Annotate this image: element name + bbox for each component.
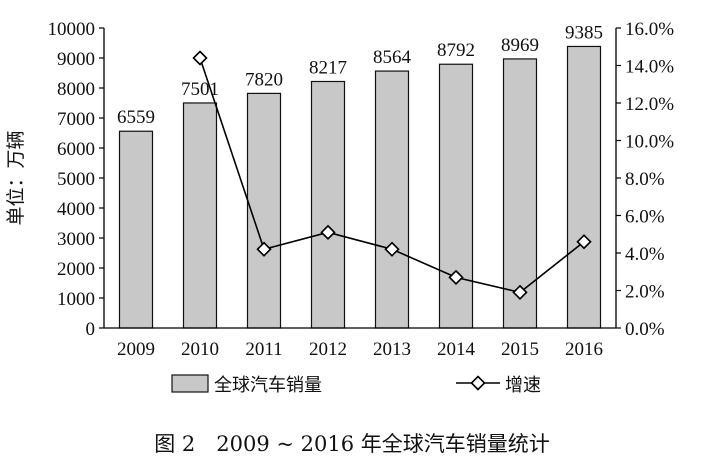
y-tick-1000: 1000	[57, 289, 95, 310]
y-tick-2000: 2000	[57, 259, 95, 280]
data-label-2016: 9385	[565, 22, 603, 43]
data-label-2011: 7820	[245, 69, 283, 90]
y2-tick-1: 2.0%	[625, 282, 665, 303]
bar-2010	[182, 102, 218, 329]
data-label-2013: 8564	[373, 47, 412, 68]
y-axis-label: 单位：万辆	[5, 130, 27, 225]
data-label-2012: 8217	[309, 57, 347, 78]
bar-2012	[310, 80, 346, 329]
bar-2011	[246, 92, 282, 329]
data-label-2009: 6559	[117, 107, 155, 128]
growth-point-2011	[256, 241, 272, 257]
y2-tick-7: 14.0%	[625, 57, 674, 78]
y-tick-5000: 5000	[57, 169, 95, 190]
y-tick-6000: 6000	[57, 139, 95, 160]
legend-line-label: 增速	[505, 375, 541, 396]
y-tick-0: 0	[86, 319, 96, 340]
legend-bar-swatch	[171, 374, 209, 393]
y2-tick-3: 6.0%	[625, 207, 665, 228]
x-tick-2013: 2013	[373, 339, 411, 360]
x-tick-2016: 2016	[565, 339, 603, 360]
y-tick-10000: 10000	[48, 19, 96, 40]
growth-point-2010	[192, 50, 208, 66]
y2-tick-5: 10.0%	[625, 132, 674, 153]
bar-2013	[374, 70, 410, 329]
y-tick-8000: 8000	[57, 79, 95, 100]
x-tick-2012: 2012	[309, 339, 347, 360]
growth-point-2014	[448, 269, 464, 286]
x-tick-2015: 2015	[501, 339, 539, 360]
y2-tick-2: 4.0%	[625, 244, 665, 265]
x-tick-2010: 2010	[181, 339, 219, 360]
growth-point-2012	[320, 224, 336, 241]
y-tick-3000: 3000	[57, 229, 95, 250]
x-tick-2014: 2014	[437, 339, 476, 360]
y2-tick-0: 0.0%	[625, 319, 665, 340]
legend-bar-label: 全球汽车销量	[214, 375, 322, 396]
y2-tick-6: 12.0%	[625, 94, 674, 115]
y2-tick-4: 8.0%	[625, 169, 665, 190]
growth-point-2013	[384, 241, 400, 257]
x-tick-2009: 2009	[117, 339, 155, 360]
bar-2014	[438, 63, 474, 329]
data-label-2014: 8792	[437, 40, 475, 61]
data-label-2015: 8969	[501, 35, 539, 56]
y2-tick-8: 16.0%	[625, 19, 674, 40]
legend-diamond-marker	[470, 375, 486, 391]
bar-2016	[566, 45, 602, 329]
growth-point-2016	[576, 234, 592, 250]
figure-caption: 图 2 2009 ~ 2016 年全球汽车销量统计	[154, 432, 550, 456]
y-tick-4000: 4000	[57, 199, 95, 220]
bar-2009	[118, 130, 154, 329]
x-tick-2011: 2011	[245, 339, 282, 360]
y-tick-7000: 7000	[57, 109, 95, 130]
growth-point-2015	[512, 284, 528, 301]
y-tick-9000: 9000	[57, 49, 95, 70]
